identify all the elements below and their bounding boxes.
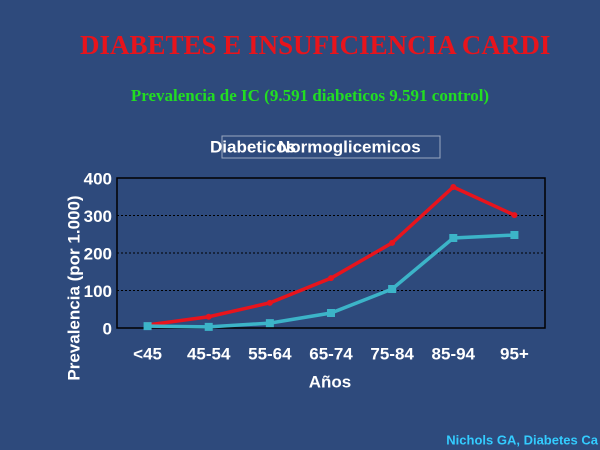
x-tick-label: 45-54 xyxy=(187,344,231,363)
y-tick-label: 400 xyxy=(84,169,112,188)
point-marker xyxy=(389,239,396,246)
y-tick-label: 300 xyxy=(84,207,112,226)
x-tick-label: <45 xyxy=(133,344,162,363)
point-marker xyxy=(511,212,518,219)
y-tick-label: 200 xyxy=(84,244,112,263)
legend-label: Diabeticos xyxy=(210,137,296,156)
x-tick-label: 55-64 xyxy=(248,344,292,363)
slide-title: DIABETES E INSUFICIENCIA CARDI xyxy=(80,30,550,60)
point-marker xyxy=(205,313,212,320)
point-marker xyxy=(450,184,457,190)
subtitle: Prevalencia de IC (9.591 diabeticos 9.59… xyxy=(131,86,489,105)
x-tick-label: 75-84 xyxy=(370,344,414,363)
point-marker xyxy=(266,299,273,306)
point-marker xyxy=(327,309,335,317)
y-axis-title: Prevalencia (por 1.000) xyxy=(64,195,83,380)
point-marker xyxy=(265,319,274,328)
point-marker xyxy=(449,234,458,242)
legend-label: Normoglicemicos xyxy=(278,137,421,156)
point-marker xyxy=(143,322,152,331)
point-marker xyxy=(204,322,213,331)
x-tick-label: 95+ xyxy=(500,344,529,363)
legend-box xyxy=(221,135,441,159)
source: Nichols GA, Diabetes Ca xyxy=(446,432,598,447)
point-marker xyxy=(328,275,334,282)
y-tick-label: 100 xyxy=(84,282,112,301)
point-marker xyxy=(388,285,397,293)
x-tick-label: 85-94 xyxy=(432,344,476,363)
x-axis-title: Años xyxy=(309,372,352,391)
x-tick-label: 65-74 xyxy=(309,344,353,363)
y-tick-label: 0 xyxy=(103,319,112,338)
point-marker xyxy=(510,231,519,239)
